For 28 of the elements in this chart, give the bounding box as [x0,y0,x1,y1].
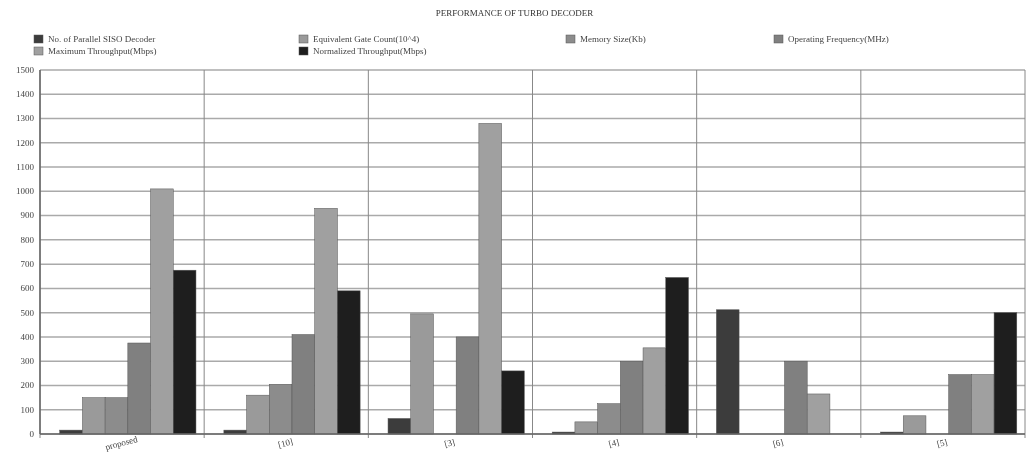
y-tick-label: 200 [20,380,35,391]
chart-title: PERFORMANCE OF TURBO DECODER [435,8,594,18]
y-tick-label: 1100 [16,161,35,172]
legend-label: No. of Parallel SISO Decoder [48,34,156,44]
y-tick-label: 800 [20,234,35,245]
legend-label: Memory Size(Kb) [580,34,646,44]
y-tick-label: 1500 [16,64,35,75]
legend-label: Maximum Throughput(Mbps) [48,46,157,56]
legend-label: Equivalent Gate Count(10^4) [313,34,420,44]
y-tick-label: 400 [20,331,35,342]
x-tick-label: [10] [276,436,295,450]
y-tick-label: 1300 [16,113,35,124]
x-tick-label: [5] [935,436,949,450]
legend-label: Normalized Throughput(Mbps) [313,46,427,56]
y-tick-label: 0 [29,428,35,439]
y-tick-label: 500 [20,307,35,318]
y-tick-label: 700 [20,259,35,270]
legend-label: Operating Frequency(MHz) [788,34,889,44]
y-tick-label: 1000 [16,186,35,197]
y-tick-label: 300 [20,356,35,367]
y-tick-label: 1400 [16,89,35,100]
x-tick-label: [6] [771,436,785,450]
x-tick-label: [4] [607,436,621,450]
y-tick-label: 1200 [16,137,35,148]
y-tick-label: 600 [20,283,35,294]
x-tick-label: [3] [443,436,457,450]
y-tick-label: 100 [20,404,35,415]
y-tick-label: 900 [20,210,35,221]
